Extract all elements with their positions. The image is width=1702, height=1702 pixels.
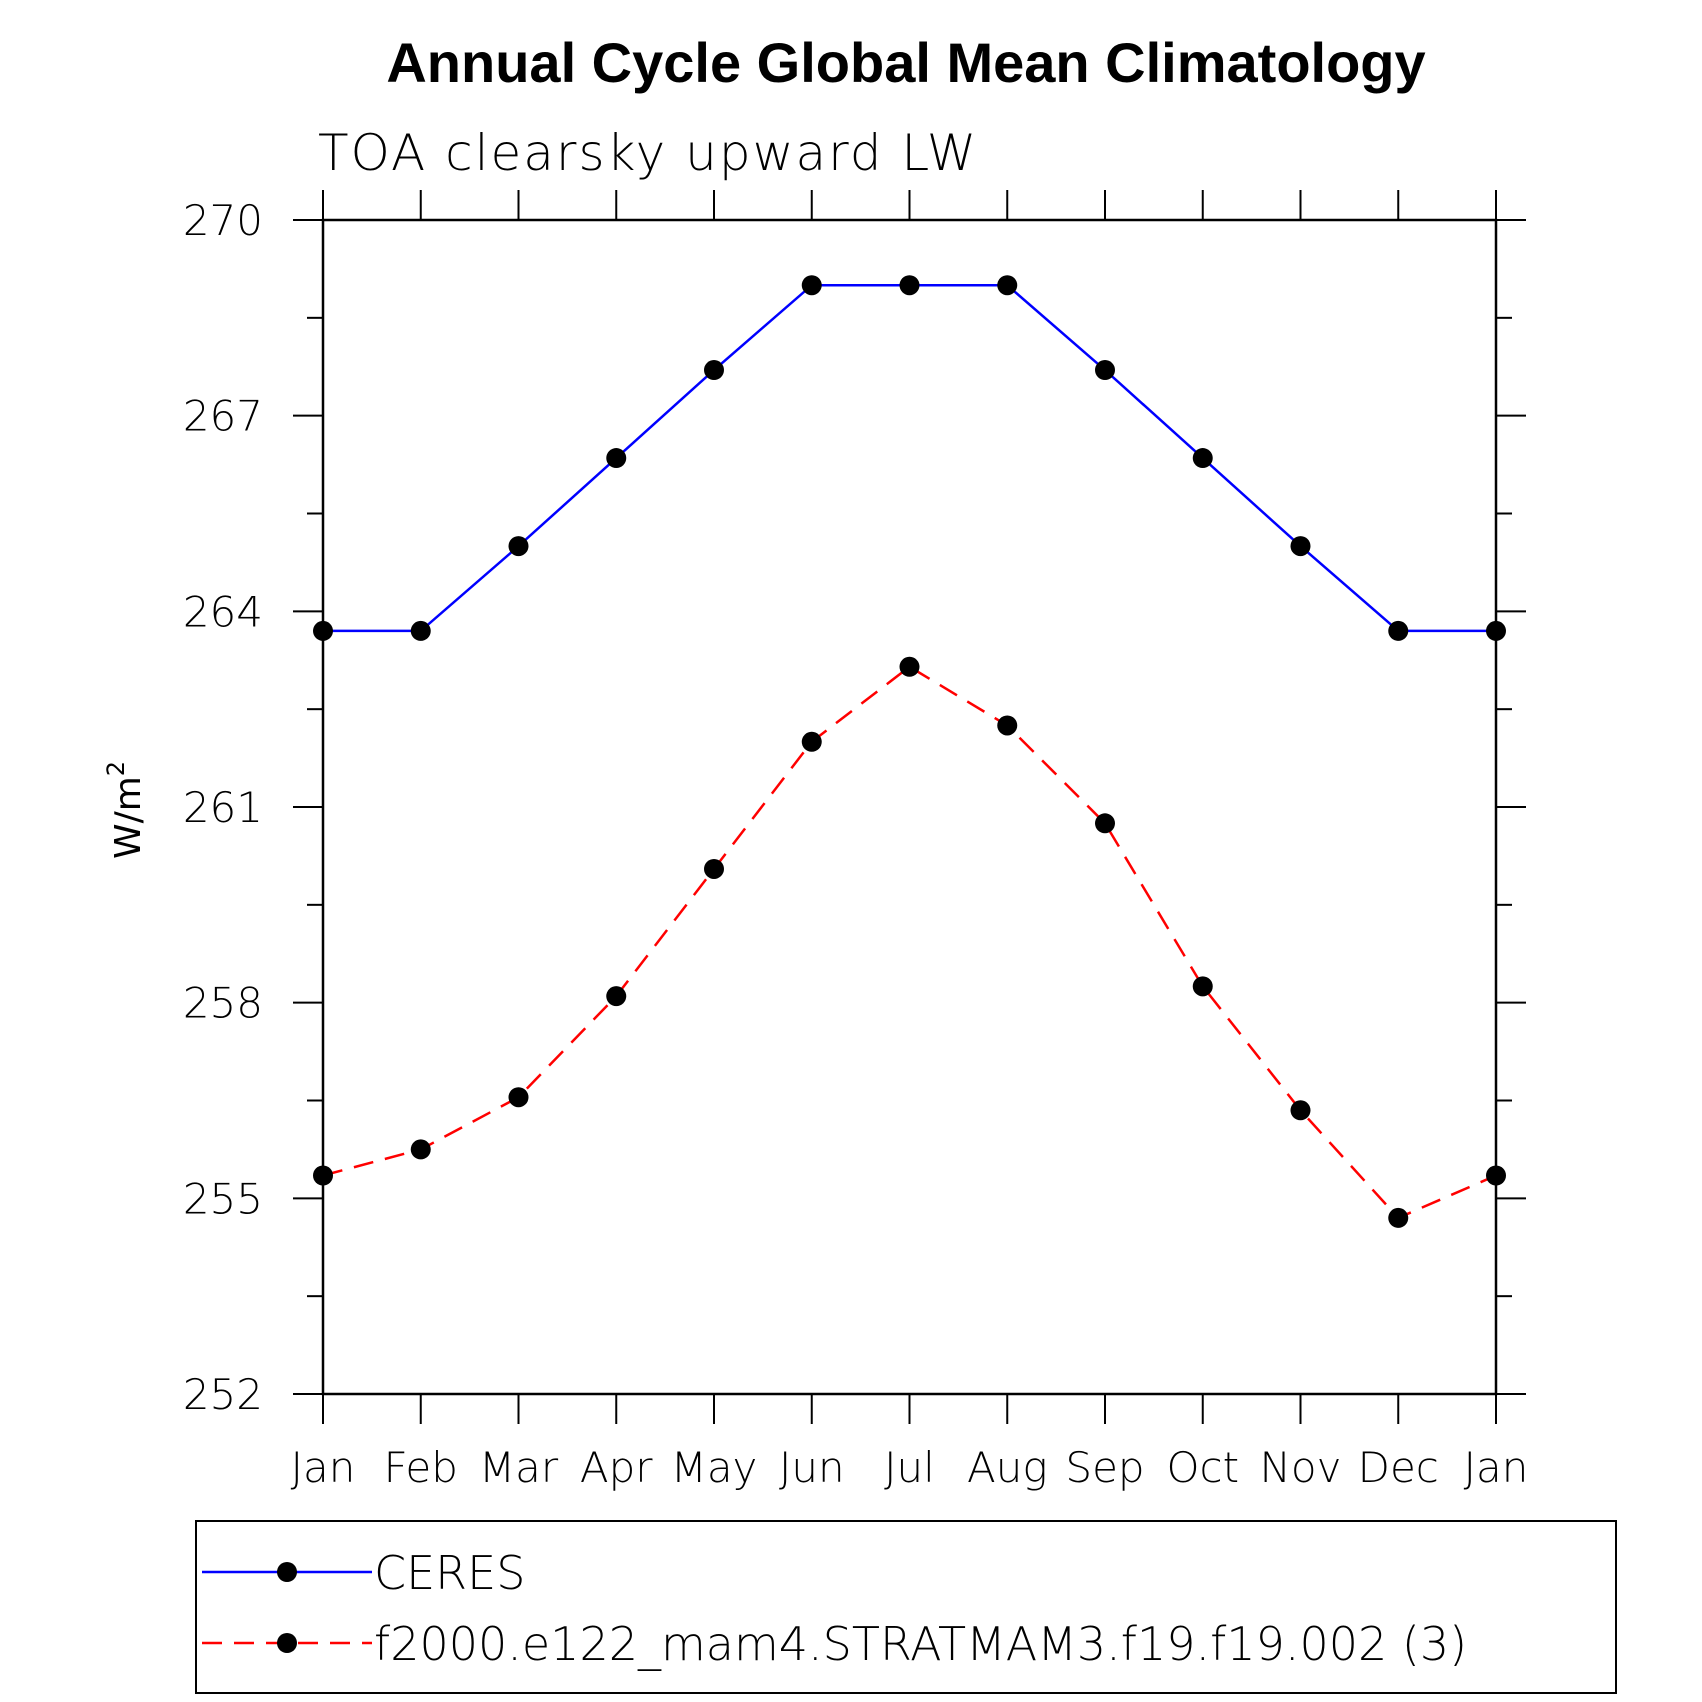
data-point-series-1 [704,858,724,879]
data-point-series-0 [313,620,333,641]
data-point-series-1 [997,715,1018,736]
legend-box [195,1520,1617,1694]
legend-label-model: f2000.e122_mam4.STRATMAM3.f19.f19.002 (3… [374,1617,1467,1671]
y-tick-label: 252 [183,1370,263,1419]
x-tick-label: Mar [479,1443,559,1492]
plot-axes: 252 255 258 261 264 267 270 Jan Feb Mar Apr May Jun J… [183,190,1529,1492]
legend-marker-model [277,1633,297,1653]
x-tick-label: Jan [1464,1443,1529,1492]
x-tick-label: May [671,1443,758,1492]
data-point-series-1 [1486,1165,1506,1186]
data-point-series-0 [1192,448,1213,469]
data-point-series-1 [508,1087,529,1108]
x-tick-label: Jan [291,1443,356,1492]
y-tick-label: 267 [183,392,263,441]
x-tick-label: Feb [384,1443,458,1492]
y-tick-label: 270 [183,196,263,245]
x-tick-label: Jun [779,1443,845,1492]
data-point-series-0 [1095,360,1115,381]
data-point-series-0 [997,275,1018,296]
chart-subtitle: TOA clearsky upward LW [318,124,978,182]
legend-label-ceres: CERES [374,1546,525,1600]
y-axis-label-text: W/m [108,776,149,859]
y-tick-label: 255 [183,1174,263,1223]
data-point-series-1 [899,656,920,677]
y-tick-label: 258 [183,979,263,1028]
data-point-series-1 [801,731,822,752]
legend-marker-ceres [277,1562,297,1582]
x-tick-label: Dec [1358,1443,1439,1492]
series-line-1 [322,665,1497,1220]
x-tick-label: Oct [1166,1443,1239,1492]
series-line-0 [323,283,1496,633]
data-point-series-0 [801,275,822,296]
x-tick-label: Jul [884,1443,935,1492]
data-point-series-1 [1290,1100,1311,1121]
x-tick-label: Aug [967,1443,1048,1492]
data-point-series-1 [606,986,627,1007]
data-point-series-0 [606,448,627,469]
chart-title: Annual Cycle Global Mean Climatology [386,31,1425,94]
data-point-series-1 [1095,813,1115,834]
y-axis-label-superscript: 2 [102,761,130,776]
data-point-series-0 [508,536,529,557]
x-tick-label: Apr [580,1443,653,1492]
data-point-series-0 [1290,536,1311,557]
data-point-series-1 [1192,976,1213,997]
series-layer [313,275,1506,1228]
y-tick-label: 264 [183,587,263,636]
svg-text:W/m2: W/m2 [102,761,149,859]
x-tick-label: Nov [1260,1443,1342,1492]
x-tick-label: Sep [1065,1443,1144,1492]
data-point-series-1 [1388,1207,1409,1228]
data-point-series-0 [1388,620,1409,641]
data-point-series-0 [704,360,724,381]
y-tick-label: 261 [183,783,263,832]
legend: CERES f2000.e122_mam4.STRATMAM3.f19.f19.… [195,1520,1617,1694]
data-point-series-1 [313,1165,333,1186]
data-point-series-0 [899,275,920,296]
data-point-series-0 [410,620,431,641]
data-point-series-0 [1486,620,1506,641]
y-axis-label: W/m2 [102,761,149,859]
data-point-series-1 [410,1139,431,1160]
plot-frame [321,218,1498,1396]
